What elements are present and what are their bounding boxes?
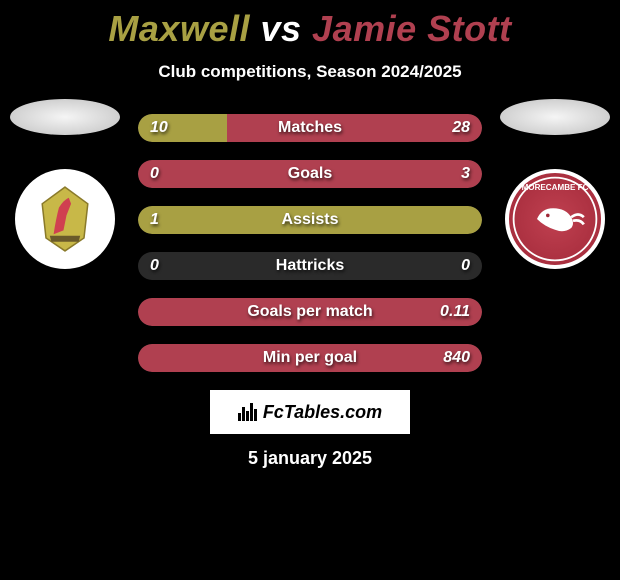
- comparison-title: Maxwell vs Jamie Stott: [0, 8, 620, 50]
- bar-fill-right: [227, 114, 482, 142]
- player1-photo-placeholder: [10, 99, 120, 135]
- bar-value-left: 10: [150, 119, 168, 137]
- bar-label: Goals per match: [247, 303, 372, 321]
- bar-value-right: 0.11: [440, 303, 470, 321]
- player1-club-badge: [15, 169, 115, 269]
- bar-value-right: 840: [443, 349, 470, 367]
- stat-bar: Goals 0 3: [138, 160, 482, 188]
- vs-text: vs: [260, 8, 301, 49]
- bars-icon: [238, 403, 257, 421]
- left-column: [5, 99, 125, 269]
- bar-label: Min per goal: [263, 349, 357, 367]
- club-crest-left-icon: [27, 181, 103, 257]
- bar-value-left: 0: [150, 257, 159, 275]
- player2-name: Jamie Stott: [312, 8, 512, 49]
- right-column: MORECAMBE FC: [495, 99, 615, 269]
- bar-value-left: 0: [150, 165, 159, 183]
- bar-value-right: 0: [461, 257, 470, 275]
- stat-bar: Goals per match 0.11: [138, 298, 482, 326]
- watermark: FcTables.com: [210, 390, 410, 434]
- svg-text:MORECAMBE FC: MORECAMBE FC: [522, 183, 589, 192]
- stat-bar: Assists 1: [138, 206, 482, 234]
- stat-bar: Hattricks 0 0: [138, 252, 482, 280]
- bar-label: Matches: [278, 119, 342, 137]
- player2-photo-placeholder: [500, 99, 610, 135]
- subtitle: Club competitions, Season 2024/2025: [0, 62, 620, 82]
- player1-name: Maxwell: [108, 8, 250, 49]
- bar-value-right: 28: [452, 119, 470, 137]
- stat-bars: Matches1028Goals03Assists1Hattricks00Goa…: [138, 114, 482, 372]
- bar-label: Goals: [288, 165, 332, 183]
- bar-value-left: 1: [150, 211, 159, 229]
- bar-label: Assists: [282, 211, 339, 229]
- watermark-text: FcTables.com: [263, 402, 382, 423]
- stat-bar: Min per goal 840: [138, 344, 482, 372]
- bar-label: Hattricks: [276, 257, 344, 275]
- date: 5 january 2025: [0, 448, 620, 469]
- stat-bar: Matches 10 28: [138, 114, 482, 142]
- bar-value-right: 3: [461, 165, 470, 183]
- content: MORECAMBE FC Matches 10 28 Goals 0 3 Assists 1 H…: [0, 114, 620, 469]
- header: Maxwell vs Jamie Stott Club competitions…: [0, 0, 620, 82]
- club-crest-right-icon: MORECAMBE FC: [510, 174, 600, 264]
- player2-club-badge: MORECAMBE FC: [505, 169, 605, 269]
